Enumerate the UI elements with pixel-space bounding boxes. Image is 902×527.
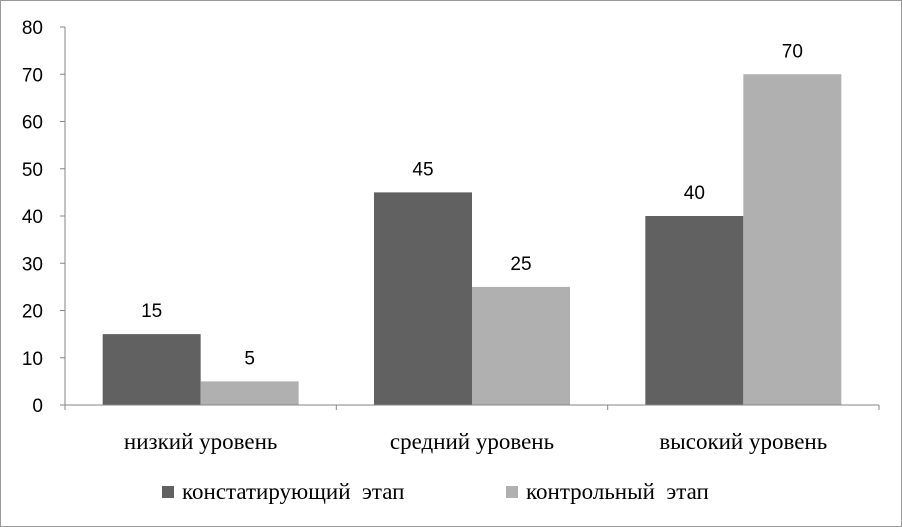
x-category-label: высокий уровень: [659, 429, 827, 454]
bar: [645, 216, 744, 405]
bar: [743, 74, 842, 405]
bar: [102, 334, 201, 405]
x-category-label: средний уровень: [390, 429, 554, 454]
y-tick-label: 20: [22, 302, 43, 323]
bars: [102, 74, 842, 405]
y-tick-label: 80: [22, 18, 43, 39]
data-label: 5: [244, 348, 255, 369]
bar: [374, 192, 472, 405]
x-axis: низкий уровень средний уровень высокий уро…: [64, 404, 880, 454]
y-axis: 0 10 20 30 40 50 60 70 80: [22, 18, 66, 417]
data-label: 40: [684, 183, 705, 204]
bar: [200, 381, 299, 405]
legend-label: контрольный этап: [526, 479, 709, 504]
y-tick-label: 50: [22, 160, 43, 181]
y-tick-label: 60: [22, 113, 43, 134]
legend-label: констатирующий этап: [182, 479, 404, 504]
data-labels: 15 5 45 25 40 70: [141, 41, 803, 369]
y-tick-label: 40: [22, 207, 43, 228]
x-category-label: низкий уровень: [124, 429, 277, 454]
data-label: 45: [412, 159, 433, 180]
legend-swatch: [506, 486, 518, 498]
y-tick-label: 30: [22, 254, 43, 275]
legend-swatch: [162, 486, 174, 498]
data-label: 25: [510, 254, 531, 275]
bar: [472, 286, 570, 405]
y-tick-label: 10: [22, 349, 43, 370]
y-tick-label: 70: [22, 65, 43, 86]
y-tick-label: 0: [32, 396, 43, 417]
data-label: 15: [141, 301, 162, 322]
legend: констатирующий этап контрольный этап: [162, 479, 709, 504]
data-label: 70: [782, 41, 803, 62]
